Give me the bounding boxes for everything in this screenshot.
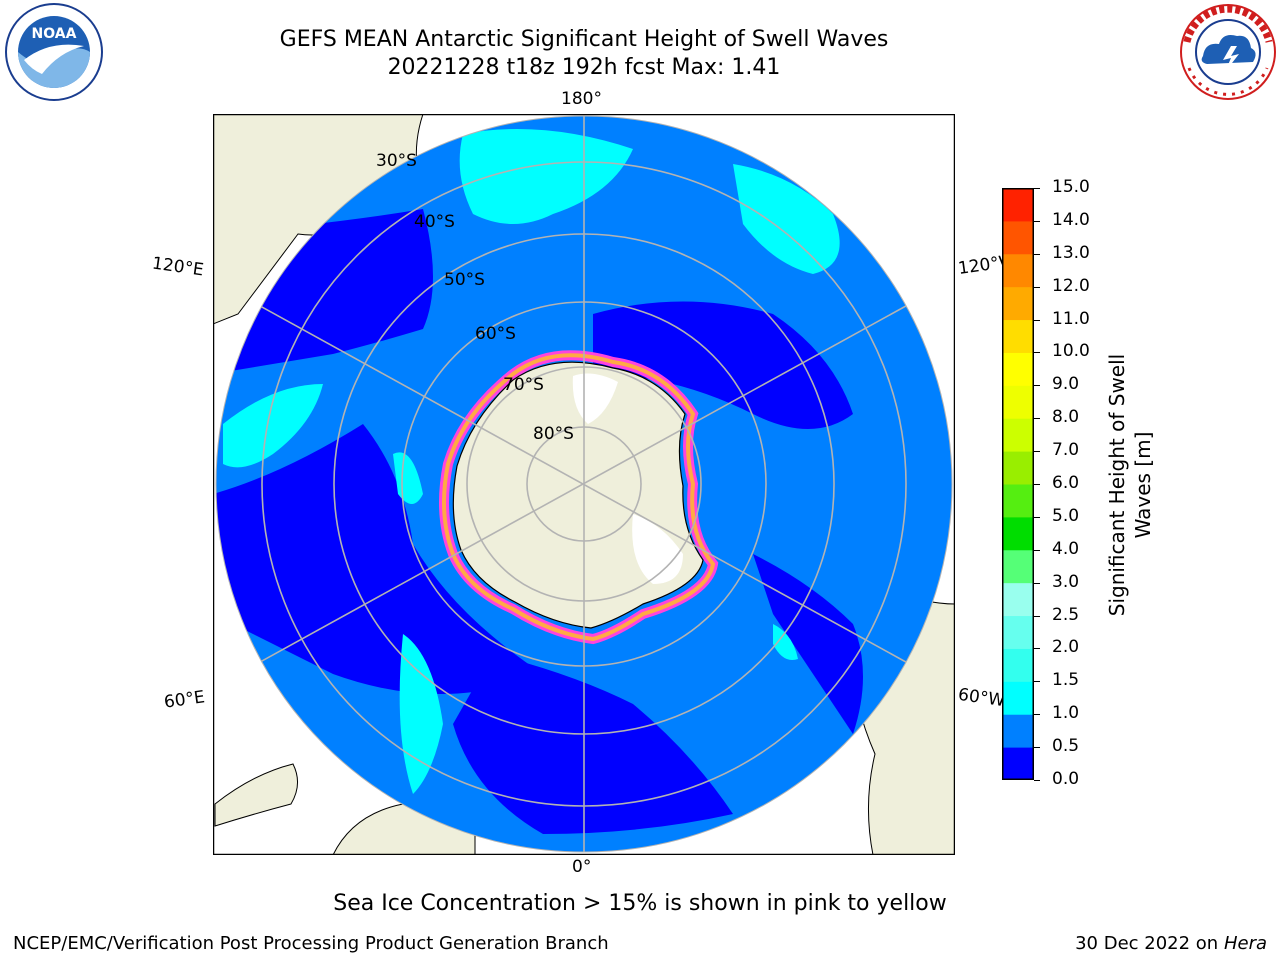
colorbar-tick-mark: [1034, 220, 1040, 222]
colorbar-tick-mark: [1034, 549, 1040, 551]
colorbar-tick-mark: [1034, 582, 1040, 584]
colorbar-tick-label: 7.0: [1052, 440, 1080, 461]
footer-host: Hera: [1223, 933, 1267, 954]
colorbar-tick-label: 4.0: [1052, 538, 1080, 559]
colorbar-segment: [1002, 714, 1034, 748]
colorbar-tick-mark: [1034, 484, 1040, 485]
graticule: [216, 116, 952, 852]
colorbar-segment: [1002, 484, 1034, 518]
colorbar-tick-mark: [1034, 615, 1040, 617]
ice-shelf-weddell: [632, 514, 683, 584]
colorbar-segment: [1002, 516, 1034, 551]
colorbar-tick-mark: [1034, 319, 1040, 321]
chart-title: GEFS MEAN Antarctic Significant Height o…: [279, 27, 889, 52]
colorbar-tick-label: 2.5: [1052, 604, 1080, 625]
colorbar-segment: [1002, 549, 1034, 584]
colorbar-tick-label: 11.0: [1052, 308, 1090, 329]
colorbar-segment: [1002, 747, 1034, 780]
colorbar-tick-label: 1.0: [1052, 703, 1080, 724]
colorbar-segment: [1002, 352, 1034, 386]
colorbar-segment: [1002, 286, 1034, 321]
colorbar-tick-label: 5.0: [1052, 505, 1080, 526]
lon-label-180: 180°: [561, 89, 602, 109]
footer-date-text: 30 Dec 2022 on: [1075, 933, 1219, 954]
colorbar-segment: [1002, 319, 1034, 353]
colorbar-tick-label: 9.0: [1052, 374, 1080, 395]
footer-producer: NCEP/EMC/Verification Post Processing Pr…: [13, 933, 609, 954]
nws-logo: [1180, 4, 1276, 100]
colorbar-tick-label: 2.0: [1052, 637, 1080, 658]
colorbar-tick-label: 0.0: [1052, 769, 1080, 789]
colorbar-segment: [1002, 385, 1034, 419]
colorbar-tick-label: 14.0: [1052, 209, 1090, 230]
colorbar-tick-mark: [1034, 516, 1040, 518]
colorbar-tick-label: 12.0: [1052, 275, 1090, 296]
colorbar-segment: [1002, 648, 1034, 682]
colorbar-tick-label: 10.0: [1052, 341, 1090, 362]
colorbar-tick-mark: [1034, 188, 1040, 189]
lon-label-60w: 60°W: [956, 684, 1007, 712]
colorbar-tick-mark: [1034, 780, 1040, 781]
lon-label-0: 0°: [572, 857, 592, 877]
noaa-logo: NOAA: [5, 3, 103, 101]
noaa-logo-text: NOAA: [32, 26, 77, 42]
colorbar-segment: [1002, 253, 1034, 288]
lon-label-60e: 60°E: [162, 687, 207, 713]
lon-label-120e: 120°E: [150, 253, 205, 281]
colorbar-tick-label: 15.0: [1052, 177, 1090, 197]
colorbar-tick-mark: [1034, 253, 1040, 255]
colorbar-tick-label: 6.0: [1052, 473, 1080, 493]
colorbar-segment: [1002, 418, 1034, 452]
colorbar-segment: [1002, 220, 1034, 255]
colorbar-tick-mark: [1034, 286, 1040, 288]
colorbar-tick-label: 0.5: [1052, 736, 1080, 757]
colorbar-tick-mark: [1034, 385, 1040, 387]
colorbar: [1002, 188, 1034, 780]
polar-swell-map: [213, 114, 955, 855]
lat-label-30s: 30°S: [376, 151, 417, 171]
colorbar-tick-mark: [1034, 352, 1040, 354]
colorbar-tick-label: 3.0: [1052, 571, 1080, 592]
map-frame: [213, 114, 955, 855]
colorbar-tick-label: 8.0: [1052, 407, 1080, 428]
footer-date: 30 Dec 2022 on Hera: [1075, 933, 1267, 954]
colorbar-tick-label: 13.0: [1052, 242, 1090, 263]
lat-label-70s: 70°S: [503, 375, 544, 395]
colorbar-segment: [1002, 681, 1034, 715]
colorbar-tick-mark: [1034, 648, 1040, 650]
colorbar-segment: [1002, 451, 1034, 485]
colorbar-segment: [1002, 188, 1034, 222]
colorbar-border: [1002, 188, 1034, 780]
high-swell-patch: [459, 129, 633, 224]
lat-label-60s: 60°S: [475, 324, 516, 344]
colorbar-label: Significant Height of Swell Waves [m]: [1104, 330, 1156, 640]
forecast-subtitle: 20221228 t18z 192h fcst Max: 1.41: [387, 55, 781, 80]
colorbar-segment: [1002, 582, 1034, 617]
colorbar-tick-mark: [1034, 747, 1040, 749]
colorbar-tick-label: 1.5: [1052, 670, 1080, 691]
colorbar-label-text: Significant Height of Swell Waves [m]: [1105, 353, 1155, 617]
land-madagascar: [214, 763, 298, 827]
lat-label-80s: 80°S: [533, 424, 574, 444]
colorbar-segment: [1002, 615, 1034, 649]
colorbar-tick-mark: [1034, 418, 1040, 420]
colorbar-tick-mark: [1034, 714, 1040, 716]
colorbar-tick-mark: [1034, 681, 1040, 683]
lat-label-40s: 40°S: [414, 212, 455, 232]
lat-label-50s: 50°S: [444, 270, 485, 290]
sea-ice-note: Sea Ice Concentration > 15% is shown in …: [333, 891, 947, 916]
colorbar-tick-mark: [1034, 451, 1040, 453]
